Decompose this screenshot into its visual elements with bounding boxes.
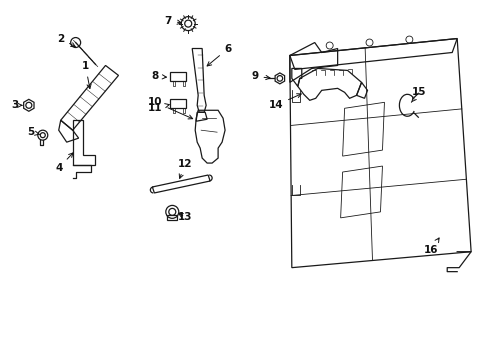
Text: 8: 8: [152, 71, 167, 81]
Text: 9: 9: [251, 71, 270, 81]
Text: 5: 5: [27, 127, 40, 137]
Bar: [171, 99, 186, 108]
Text: 16: 16: [424, 238, 439, 255]
Text: 10: 10: [148, 97, 193, 119]
Text: 1: 1: [82, 62, 91, 89]
Bar: [171, 72, 186, 81]
Text: 4: 4: [55, 153, 73, 173]
Text: 3: 3: [11, 100, 22, 110]
Text: 15: 15: [412, 87, 427, 102]
Text: 6: 6: [207, 44, 232, 66]
Bar: [167, 215, 177, 220]
Text: 2: 2: [57, 33, 75, 47]
Text: 7: 7: [165, 15, 181, 26]
Text: 14: 14: [269, 94, 301, 110]
Text: 13: 13: [178, 212, 193, 222]
Text: 12: 12: [178, 159, 193, 179]
Text: 11: 11: [148, 103, 169, 113]
